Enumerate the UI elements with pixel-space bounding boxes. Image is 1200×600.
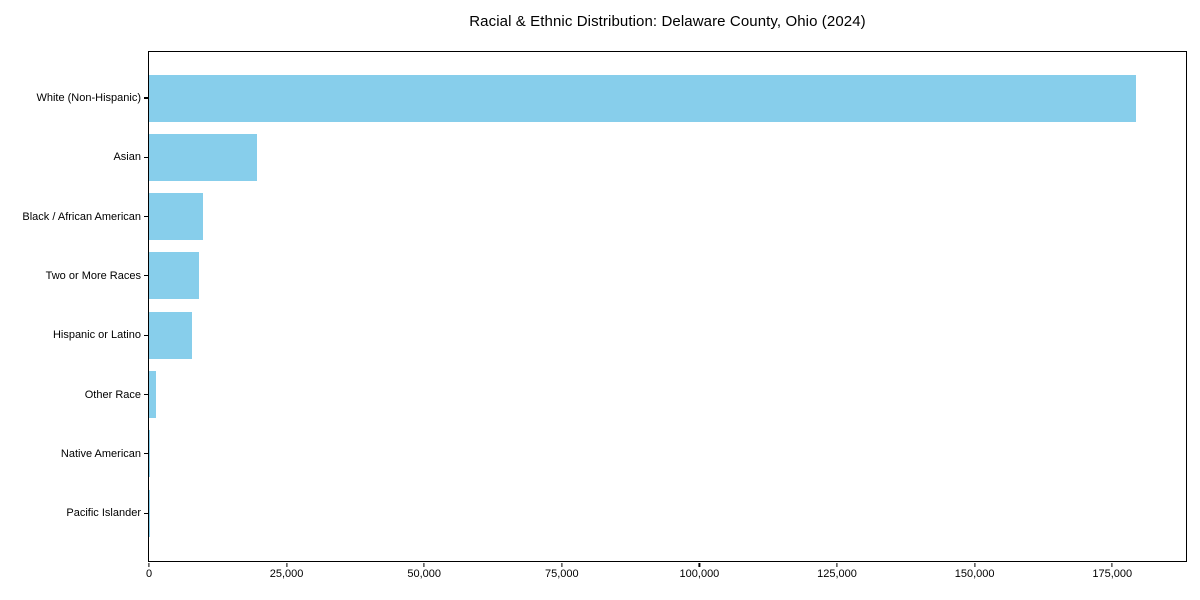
x-axis-tick-label: 100,000: [679, 568, 720, 580]
y-axis-tick: [144, 453, 148, 455]
y-axis-tick: [144, 156, 148, 158]
x-axis-tick-label: 150,000: [954, 568, 995, 580]
y-axis-label-asian: Asian: [113, 151, 141, 164]
bar-hispanic-or-latino: [149, 311, 193, 359]
x-axis-tick: [836, 563, 838, 567]
x-axis-tick: [148, 563, 150, 567]
y-axis-tick: [144, 334, 148, 336]
x-axis-tick: [1111, 563, 1113, 567]
x-axis-tick-label: 25,000: [269, 568, 304, 580]
bar-two-or-more-races: [149, 252, 200, 300]
x-axis-tick: [286, 563, 288, 567]
y-axis-label-two-or-more-races: Two or More Races: [45, 269, 141, 282]
y-axis-tick: [144, 275, 148, 277]
plot-area: White (Non-Hispanic) Asian Black / African…: [22, 51, 1187, 580]
y-axis-label-other-race: Other Race: [84, 388, 141, 401]
x-axis-tick: [561, 563, 563, 567]
x-axis-tick-label: 50,000: [407, 568, 442, 580]
y-axis-label-pacific-islander: Pacific Islander: [66, 507, 141, 520]
chart-title: Racial & Ethnic Distribution: Delaware C…: [469, 13, 866, 30]
x-axis-tick-label: 75,000: [544, 568, 579, 580]
x-axis-tick-label: 125,000: [817, 568, 857, 580]
bar-other-race: [149, 371, 156, 418]
bar-asian: [149, 133, 258, 181]
x-axis-tick: [974, 563, 976, 567]
y-axis-label-native-american: Native American: [60, 447, 141, 460]
x-axis-tick: [698, 563, 701, 567]
x-axis-tick-label: 175,000: [1092, 568, 1133, 580]
y-axis-tick: [144, 216, 148, 218]
x-axis-tick: [423, 563, 425, 567]
bar-black-african-american: [149, 193, 204, 241]
y-axis-tick: [144, 97, 148, 99]
y-axis-label-hispanic-or-latino: Hispanic or Latino: [52, 329, 141, 342]
y-axis-label-white-non-hispanic: White (Non-Hispanic): [36, 92, 141, 104]
bar-white-non-hispanic: [149, 74, 1136, 122]
x-axis-tick-label: 0: [145, 568, 153, 580]
y-axis-tick: [144, 393, 148, 396]
bar-native-american: [149, 430, 150, 478]
y-axis-tick: [144, 512, 148, 514]
y-axis-label-black-african-american: Black / African American: [22, 210, 141, 223]
